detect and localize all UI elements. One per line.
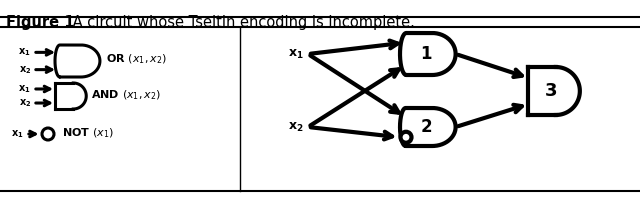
Circle shape	[42, 128, 54, 140]
Text: 3: 3	[545, 82, 557, 100]
Text: AND $(x_1,x_2)$: AND $(x_1,x_2)$	[92, 88, 161, 102]
Circle shape	[401, 132, 412, 143]
Text: $\mathbf{x_2}$: $\mathbf{x_2}$	[19, 64, 31, 76]
Text: Figure 1: Figure 1	[6, 15, 74, 30]
Text: $\mathbf{x_1}$: $\mathbf{x_1}$	[12, 128, 24, 140]
Text: $\mathbf{x_1}$: $\mathbf{x_1}$	[19, 46, 31, 58]
Polygon shape	[55, 45, 100, 77]
Polygon shape	[73, 83, 86, 109]
Text: $\mathbf{x_2}$: $\mathbf{x_2}$	[19, 97, 31, 109]
Polygon shape	[400, 33, 456, 75]
Text: 2: 2	[420, 118, 432, 136]
Text: OR $(x_1,x_2)$: OR $(x_1,x_2)$	[106, 52, 167, 66]
Polygon shape	[556, 67, 580, 115]
Polygon shape	[400, 108, 456, 146]
Text: $\mathbf{x_1}$: $\mathbf{x_1}$	[288, 47, 304, 60]
Text: NOT $(x_1)$: NOT $(x_1)$	[62, 126, 114, 140]
Text: $\mathbf{x_1}$: $\mathbf{x_1}$	[19, 83, 31, 95]
Text: A circuit whose Tseitin encoding is incomplete.: A circuit whose Tseitin encoding is inco…	[68, 15, 415, 30]
Polygon shape	[55, 83, 73, 109]
Text: 1: 1	[420, 45, 432, 63]
Polygon shape	[528, 67, 556, 115]
Text: $\mathbf{x_2}$: $\mathbf{x_2}$	[289, 120, 304, 134]
